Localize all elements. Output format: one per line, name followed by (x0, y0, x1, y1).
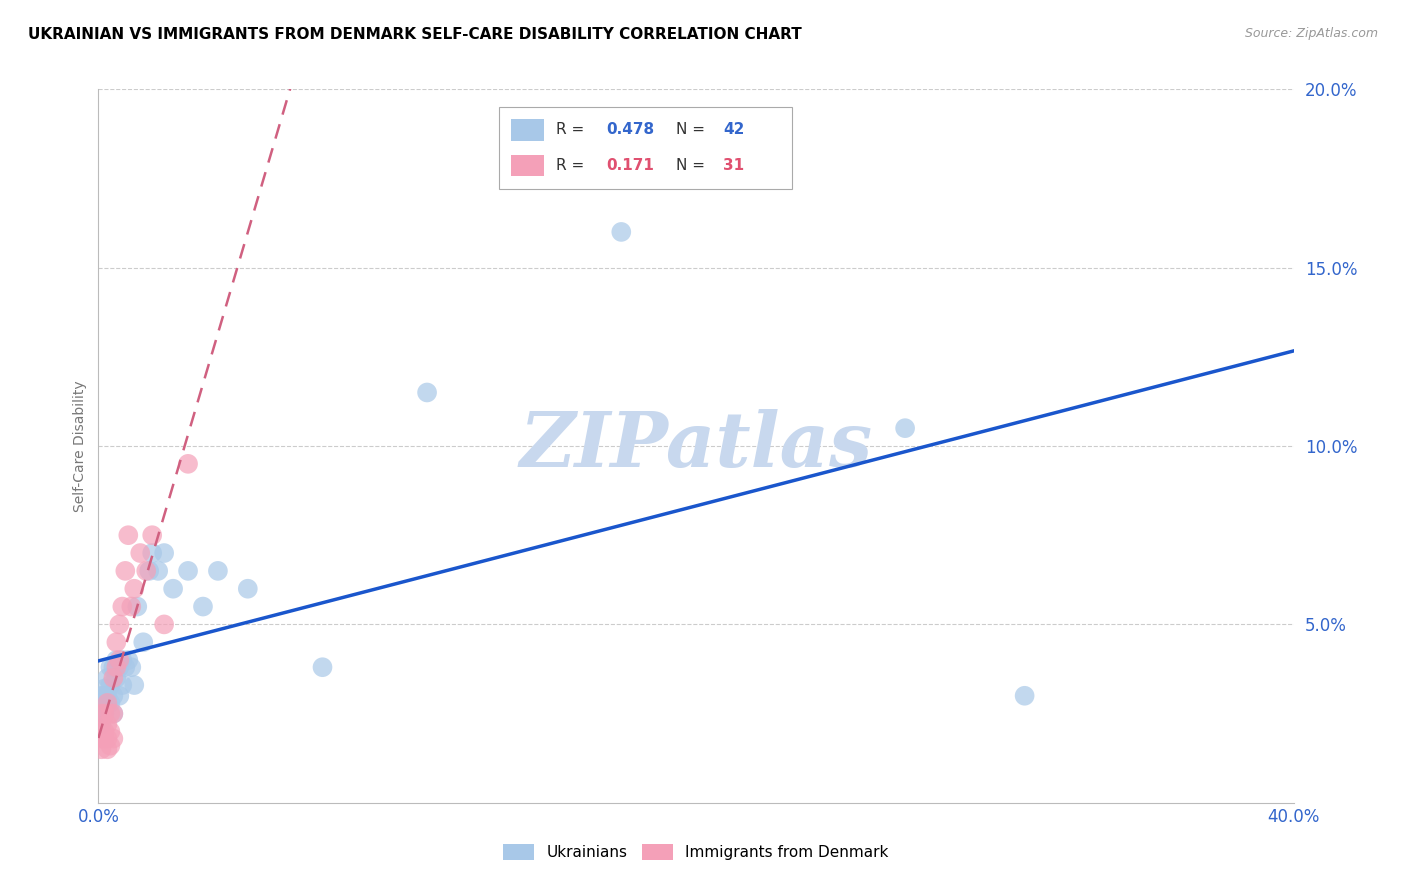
Point (96, 696, 118, 710)
FancyBboxPatch shape (499, 107, 792, 189)
Point (141, 546, 163, 560)
Point (98, 660, 122, 674)
Text: R =: R = (557, 158, 589, 173)
Point (103, 671, 125, 685)
Bar (510, 120, 544, 141)
Point (93, 706, 115, 721)
Point (98, 724, 122, 739)
Point (129, 546, 152, 560)
Point (96, 689, 118, 703)
Text: UKRAINIAN VS IMMIGRANTS FROM DENMARK SELF-CARE DISABILITY CORRELATION CHART: UKRAINIAN VS IMMIGRANTS FROM DENMARK SEL… (28, 27, 801, 42)
Y-axis label: Self-Care Disability: Self-Care Disability (73, 380, 87, 512)
Point (117, 528, 139, 542)
Point (103, 660, 125, 674)
Point (98, 696, 122, 710)
Point (98, 706, 122, 721)
Point (90, 742, 112, 756)
Point (162, 582, 184, 596)
Point (132, 635, 155, 649)
Point (96, 731, 118, 746)
Text: Source: ZipAtlas.com: Source: ZipAtlas.com (1244, 27, 1378, 40)
Point (96, 671, 118, 685)
Point (610, 225, 633, 239)
Point (103, 706, 125, 721)
Text: N =: N = (676, 122, 710, 137)
Point (111, 678, 134, 692)
Point (108, 660, 131, 674)
Point (90, 689, 112, 703)
Point (103, 731, 125, 746)
Point (311, 660, 333, 674)
Point (236, 582, 259, 596)
Text: 0.171: 0.171 (606, 158, 654, 173)
Point (207, 564, 229, 578)
Point (114, 564, 136, 578)
Point (90, 717, 112, 731)
Point (124, 678, 146, 692)
Point (96, 717, 118, 731)
Point (108, 653, 131, 667)
Point (894, 421, 917, 435)
Point (111, 599, 134, 614)
Point (177, 564, 200, 578)
Point (90, 706, 112, 721)
Point (141, 528, 163, 542)
Point (103, 689, 125, 703)
Point (93, 696, 115, 710)
Point (105, 671, 128, 685)
Point (96, 742, 118, 756)
Point (177, 457, 200, 471)
Text: 31: 31 (724, 158, 745, 173)
Point (148, 564, 170, 578)
Point (105, 660, 128, 674)
Point (108, 689, 131, 703)
Point (127, 599, 149, 614)
Bar (510, 155, 544, 177)
Text: ZIPatlas: ZIPatlas (519, 409, 873, 483)
Point (117, 653, 139, 667)
Point (153, 546, 176, 560)
Point (96, 696, 118, 710)
Point (153, 617, 176, 632)
Point (93, 724, 115, 739)
Legend: Ukrainians, Immigrants from Denmark: Ukrainians, Immigrants from Denmark (498, 838, 894, 866)
Point (103, 706, 125, 721)
Point (105, 635, 128, 649)
Point (108, 617, 131, 632)
Point (114, 660, 136, 674)
Text: 0.478: 0.478 (606, 122, 654, 137)
Point (105, 653, 128, 667)
Point (135, 564, 157, 578)
Point (120, 599, 142, 614)
Point (138, 564, 160, 578)
Point (90, 724, 112, 739)
Point (191, 599, 214, 614)
Point (1014, 689, 1036, 703)
Point (111, 653, 134, 667)
Point (90, 706, 112, 721)
Point (98, 678, 122, 692)
Point (93, 689, 115, 703)
Point (120, 660, 142, 674)
Point (90, 731, 112, 746)
Text: 42: 42 (724, 122, 745, 137)
Point (93, 681, 115, 696)
Text: R =: R = (557, 122, 589, 137)
Point (93, 706, 115, 721)
Point (124, 582, 146, 596)
Point (93, 731, 115, 746)
Text: N =: N = (676, 158, 710, 173)
Point (416, 385, 439, 400)
Point (98, 739, 122, 753)
